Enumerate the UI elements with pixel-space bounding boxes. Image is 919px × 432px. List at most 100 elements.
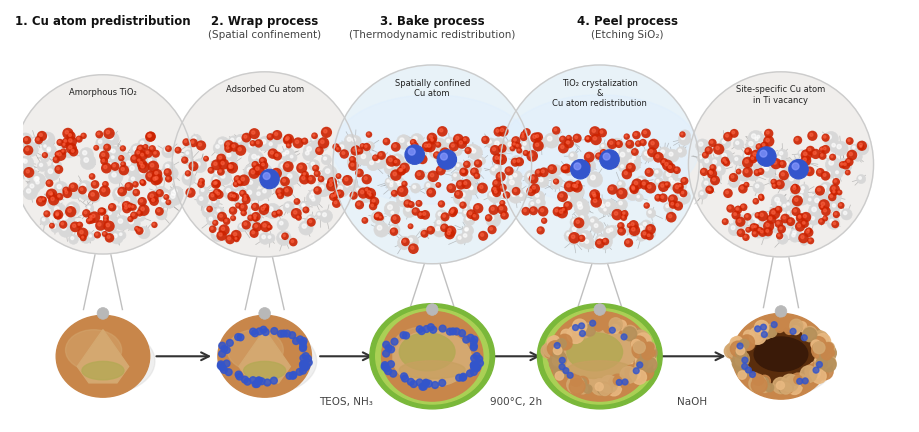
Circle shape [754, 133, 764, 143]
Circle shape [820, 171, 830, 181]
Circle shape [464, 228, 468, 231]
Circle shape [453, 190, 462, 199]
Circle shape [66, 131, 75, 141]
Circle shape [301, 176, 305, 180]
Circle shape [819, 182, 832, 194]
Circle shape [821, 360, 831, 371]
Circle shape [566, 376, 584, 394]
Circle shape [492, 153, 503, 164]
Circle shape [791, 184, 798, 190]
Circle shape [344, 183, 352, 191]
Circle shape [775, 232, 782, 239]
Circle shape [799, 152, 801, 154]
Circle shape [259, 161, 268, 170]
Circle shape [511, 136, 520, 145]
Circle shape [362, 143, 370, 151]
Circle shape [641, 357, 656, 372]
Circle shape [840, 209, 851, 220]
Circle shape [572, 319, 586, 334]
Circle shape [644, 153, 653, 162]
Circle shape [199, 143, 201, 146]
Circle shape [595, 152, 602, 160]
Circle shape [92, 214, 95, 218]
Circle shape [492, 168, 494, 171]
Circle shape [391, 214, 400, 224]
Circle shape [775, 318, 788, 331]
Circle shape [69, 133, 72, 137]
Circle shape [752, 374, 763, 385]
Circle shape [400, 239, 404, 243]
Circle shape [469, 147, 472, 151]
Circle shape [233, 189, 246, 202]
Circle shape [526, 150, 538, 162]
Circle shape [54, 151, 62, 158]
Circle shape [540, 218, 547, 224]
Circle shape [731, 226, 734, 229]
Circle shape [543, 166, 555, 179]
Circle shape [830, 189, 837, 196]
Circle shape [396, 135, 411, 149]
Circle shape [775, 324, 783, 333]
Circle shape [210, 194, 213, 197]
Circle shape [515, 157, 524, 166]
Circle shape [153, 152, 156, 154]
Circle shape [165, 165, 169, 168]
Circle shape [647, 227, 651, 230]
Circle shape [350, 158, 353, 160]
Circle shape [732, 337, 742, 346]
Circle shape [717, 166, 720, 169]
Circle shape [262, 235, 265, 239]
Circle shape [473, 159, 482, 168]
Circle shape [668, 165, 671, 168]
Circle shape [607, 226, 618, 236]
Circle shape [259, 172, 271, 184]
Circle shape [582, 323, 595, 336]
Circle shape [302, 203, 305, 206]
Circle shape [500, 128, 503, 132]
Circle shape [105, 216, 107, 218]
Circle shape [760, 324, 769, 333]
Circle shape [385, 155, 397, 167]
Circle shape [459, 201, 466, 209]
Circle shape [376, 154, 380, 158]
Circle shape [435, 141, 439, 146]
Circle shape [599, 130, 602, 133]
Circle shape [528, 206, 538, 215]
Circle shape [95, 220, 106, 231]
Circle shape [491, 207, 494, 210]
Ellipse shape [333, 95, 531, 204]
Ellipse shape [57, 328, 154, 394]
Circle shape [800, 219, 808, 228]
Circle shape [720, 218, 728, 225]
Circle shape [209, 191, 218, 201]
Circle shape [190, 134, 201, 146]
Circle shape [458, 182, 460, 185]
Circle shape [709, 175, 720, 185]
Circle shape [224, 159, 237, 172]
Circle shape [649, 149, 652, 152]
Circle shape [796, 166, 806, 176]
Circle shape [515, 143, 523, 151]
Circle shape [623, 172, 627, 175]
Circle shape [213, 163, 217, 167]
Circle shape [435, 182, 441, 188]
Circle shape [244, 164, 258, 179]
Circle shape [51, 193, 52, 195]
Circle shape [517, 192, 526, 200]
Circle shape [722, 159, 725, 161]
Circle shape [811, 195, 825, 210]
Circle shape [565, 196, 570, 200]
Circle shape [247, 212, 261, 226]
Circle shape [339, 145, 344, 149]
Circle shape [437, 168, 441, 171]
Circle shape [19, 165, 23, 169]
Circle shape [774, 197, 778, 202]
Circle shape [757, 194, 764, 200]
Circle shape [407, 223, 413, 229]
Circle shape [62, 226, 66, 230]
Circle shape [234, 334, 242, 340]
Circle shape [768, 207, 777, 216]
Circle shape [803, 228, 812, 237]
Circle shape [448, 208, 457, 217]
Circle shape [569, 236, 578, 245]
